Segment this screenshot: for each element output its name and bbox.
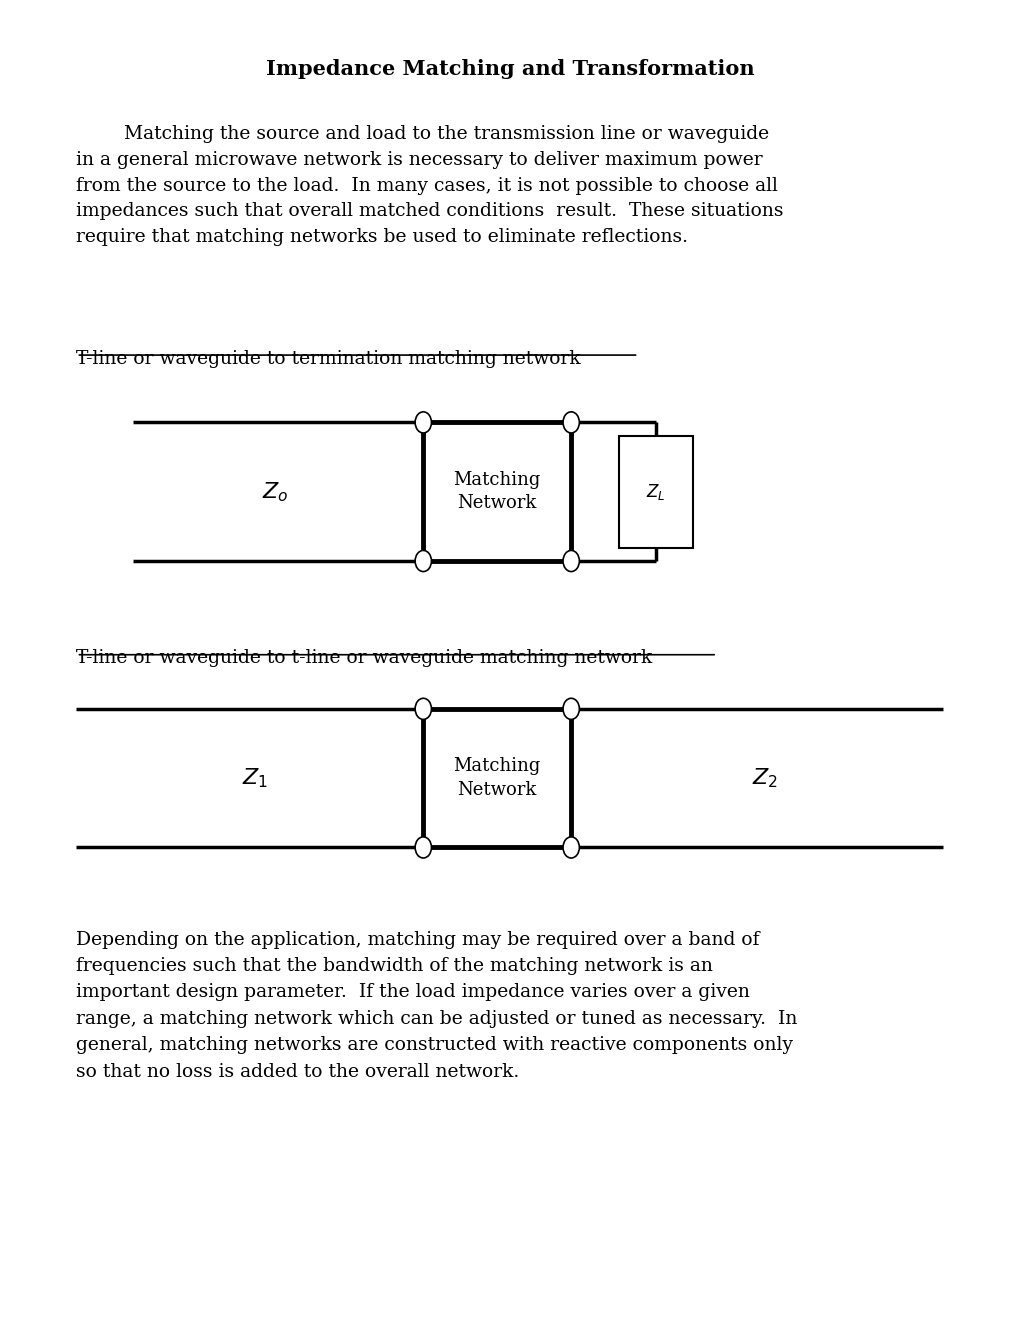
Text: Impedance Matching and Transformation: Impedance Matching and Transformation: [265, 59, 754, 79]
Text: Matching the source and load to the transmission line or waveguide
in a general : Matching the source and load to the tran…: [76, 125, 784, 247]
Text: Depending on the application, matching may be required over a band of
frequencie: Depending on the application, matching m…: [76, 931, 797, 1081]
Text: $Z_1$: $Z_1$: [242, 767, 268, 789]
Circle shape: [562, 698, 579, 719]
Text: T-line or waveguide to termination matching network: T-line or waveguide to termination match…: [76, 350, 581, 368]
FancyBboxPatch shape: [423, 422, 571, 561]
Text: Matching
Network: Matching Network: [453, 471, 540, 512]
Circle shape: [562, 412, 579, 433]
FancyBboxPatch shape: [619, 436, 692, 548]
Circle shape: [562, 550, 579, 572]
Text: $Z_o$: $Z_o$: [262, 480, 288, 503]
Text: T-line or waveguide to t-line or waveguide matching network: T-line or waveguide to t-line or wavegui…: [76, 649, 652, 668]
Circle shape: [415, 698, 431, 719]
Text: Matching
Network: Matching Network: [453, 758, 540, 799]
Circle shape: [562, 837, 579, 858]
Circle shape: [415, 837, 431, 858]
Circle shape: [415, 412, 431, 433]
Text: $Z_2$: $Z_2$: [751, 767, 777, 789]
Text: $Z_L$: $Z_L$: [645, 482, 665, 502]
Circle shape: [415, 550, 431, 572]
FancyBboxPatch shape: [423, 709, 571, 847]
